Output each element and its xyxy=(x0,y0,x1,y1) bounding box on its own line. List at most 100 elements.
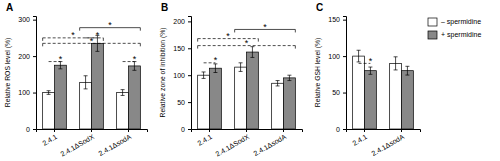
tick-label: 2.4.1ΔsodA xyxy=(252,133,287,157)
tick-label: 2.4.1ΔSodX xyxy=(59,133,95,158)
x-axis: 2.4.12.4.1ΔsodA xyxy=(347,129,421,157)
tick-label: 2.4.1 xyxy=(351,133,368,147)
tick-mark xyxy=(343,93,346,94)
tick-mark xyxy=(33,93,36,94)
y-axis-title: Relative ROS level (%) xyxy=(4,38,12,108)
tick-mark xyxy=(188,21,191,22)
error-bar xyxy=(368,67,372,74)
y-axis-title: Relative GSH level (%) xyxy=(314,38,322,108)
bar xyxy=(235,67,247,129)
tick-mark xyxy=(128,129,129,132)
tick-label: 0 xyxy=(26,126,30,133)
bracket-end xyxy=(42,38,43,41)
tick: 2.4.1ΔsodA xyxy=(97,129,132,157)
legend-label: + spermidine xyxy=(441,31,481,39)
legend-item: + spermidine xyxy=(428,31,481,39)
tick-label: 150 xyxy=(173,45,185,52)
tick: 2.4.1 xyxy=(196,129,213,147)
tick: 50 xyxy=(177,99,191,106)
legend-item: – spermidine xyxy=(428,18,481,26)
y-axis: 0 50 100 150 xyxy=(328,16,346,132)
tick-label: 100 xyxy=(328,53,340,60)
bar xyxy=(92,43,104,129)
tick-label: 150 xyxy=(328,16,340,23)
annotation: * xyxy=(90,36,94,46)
panel-label: B xyxy=(161,2,168,13)
axis-line xyxy=(192,130,303,133)
tick-label: 200 xyxy=(173,18,185,25)
tick-mark xyxy=(54,129,55,132)
bar xyxy=(284,78,296,129)
y-axis-title: Relative zone of inhibition (%) xyxy=(159,28,167,118)
bar xyxy=(353,56,365,129)
error-bar xyxy=(250,47,254,58)
annotation: * xyxy=(263,22,267,32)
tick-label: 0 xyxy=(181,126,185,133)
annotation: * xyxy=(71,30,75,40)
legend-swatch xyxy=(428,31,437,39)
legend: – spermidine + spermidine xyxy=(428,18,481,39)
error-bar xyxy=(121,90,125,96)
y-axis: 0100200300 xyxy=(18,16,36,132)
tick-label: 50 xyxy=(177,99,185,106)
tick-mark xyxy=(343,129,346,130)
annotations: * xyxy=(359,56,373,66)
error-bar xyxy=(287,75,291,80)
bracket-end xyxy=(197,39,198,42)
tick: 100 xyxy=(173,72,191,79)
bar xyxy=(80,82,92,129)
error-bar xyxy=(202,72,206,78)
axis-line xyxy=(37,130,148,133)
bar xyxy=(117,93,129,129)
tick-label: 2.4.1ΔsodA xyxy=(370,133,405,157)
axis-line xyxy=(33,17,37,130)
chart: 01002003002.4.12.4.1ΔSodX2.4.1ΔsodARelat… xyxy=(0,0,500,161)
tick-label: 2.4.1ΔSodX xyxy=(214,133,250,158)
tick-mark xyxy=(91,129,92,132)
tick: 0 xyxy=(181,126,191,133)
tick: 2.4.1ΔsodA xyxy=(252,129,287,157)
error-bar xyxy=(276,81,280,86)
bracket-end xyxy=(197,46,198,49)
bracket-end xyxy=(258,39,259,42)
error-bar xyxy=(239,63,243,72)
panel: 01002003002.4.12.4.1ΔSodX2.4.1ΔsodARelat… xyxy=(4,2,147,158)
tick-label: 2.4.1 xyxy=(196,133,213,147)
tick-mark xyxy=(33,56,36,57)
bar xyxy=(210,68,222,129)
tick-mark xyxy=(283,129,284,132)
bracket-end xyxy=(295,46,296,49)
error-bar xyxy=(357,50,361,62)
bar xyxy=(129,66,141,129)
annotation: * xyxy=(108,20,112,30)
tick: 2.4.1 xyxy=(41,129,58,147)
axis-line xyxy=(188,17,192,130)
tick: 300 xyxy=(18,16,36,23)
tick-label: 200 xyxy=(18,53,30,60)
tick-mark xyxy=(343,56,346,57)
tick-label: 0 xyxy=(336,126,340,133)
tick-mark xyxy=(188,129,191,130)
tick-label: 100 xyxy=(173,72,185,79)
bar xyxy=(247,52,259,129)
marks xyxy=(198,47,296,129)
marks xyxy=(353,50,414,129)
annotations: ****** xyxy=(43,20,141,64)
marks xyxy=(43,35,141,129)
tick-label: 50 xyxy=(332,89,340,96)
bracket-end xyxy=(103,38,104,41)
tick-mark xyxy=(33,20,36,21)
legend-swatch xyxy=(428,18,437,26)
annotation: * xyxy=(226,31,230,41)
bar xyxy=(55,65,67,129)
annotation: * xyxy=(214,55,218,65)
tick: 150 xyxy=(328,16,346,23)
x-axis: 2.4.12.4.1ΔSodX2.4.1ΔsodA xyxy=(192,129,303,158)
bracket-end xyxy=(295,29,296,32)
tick: 200 xyxy=(173,18,191,25)
legend-label: – spermidine xyxy=(441,18,481,26)
tick: 2.4.1 xyxy=(351,129,368,147)
tick-mark xyxy=(364,129,365,132)
panel-label: C xyxy=(316,2,323,13)
axis-line xyxy=(343,17,347,130)
